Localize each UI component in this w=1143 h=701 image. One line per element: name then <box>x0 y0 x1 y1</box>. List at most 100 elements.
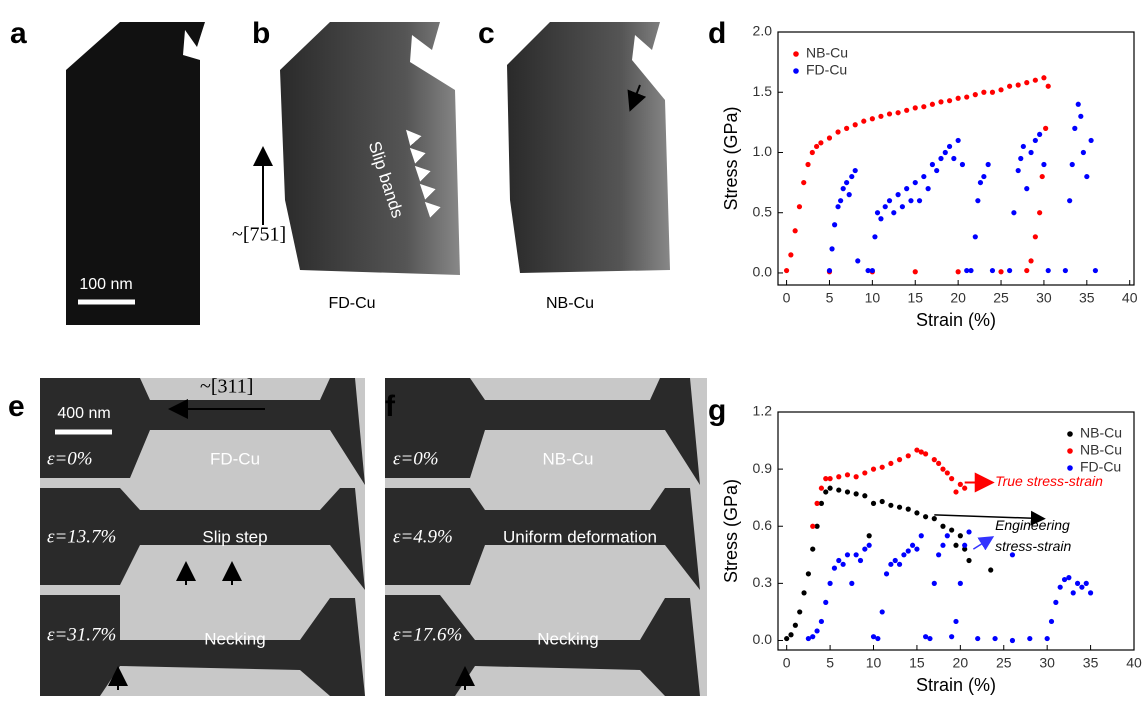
micrograph-e <box>40 378 365 696</box>
data-point <box>934 167 940 174</box>
data-point <box>1024 80 1030 86</box>
data-point <box>998 269 1004 275</box>
data-point <box>818 485 825 491</box>
data-point <box>929 161 936 168</box>
data-point <box>1062 267 1068 274</box>
data-point <box>949 634 955 640</box>
data-point <box>1028 258 1034 264</box>
data-point <box>878 216 884 222</box>
data-point <box>869 267 875 274</box>
data-point <box>936 552 942 558</box>
x-tick-label: 5 <box>826 290 834 306</box>
legend-marker <box>1067 465 1073 471</box>
data-point <box>1007 267 1013 274</box>
data-point <box>846 192 852 198</box>
legend-marker <box>1067 448 1073 454</box>
data-point <box>853 474 859 480</box>
data-point <box>823 476 829 482</box>
data-point <box>912 105 918 111</box>
data-point <box>1027 635 1033 642</box>
data-point <box>914 447 920 453</box>
data-point <box>923 514 929 520</box>
data-point <box>949 527 955 533</box>
data-point <box>814 628 820 634</box>
y-axis-title: Stress (GPa) <box>721 479 741 583</box>
data-point <box>788 252 794 258</box>
data-point <box>1048 618 1055 625</box>
state-label: Necking <box>537 629 598 648</box>
data-point <box>1020 143 1026 150</box>
legend-label: NB-Cu <box>806 45 848 61</box>
strain-label: ε=0% <box>47 448 93 469</box>
data-point <box>844 472 851 478</box>
y-tick-label: 0.9 <box>753 460 773 476</box>
y-axis-title: Stress (GPa) <box>721 106 741 210</box>
data-point <box>989 267 996 274</box>
data-point <box>942 149 948 156</box>
data-point <box>818 500 825 506</box>
data-point <box>972 92 978 98</box>
x-tick-label: 0 <box>783 290 791 306</box>
data-point <box>827 485 833 491</box>
caption: NB-Cu <box>546 295 594 312</box>
micrograph-b <box>280 22 460 275</box>
data-point <box>929 101 936 107</box>
data-point <box>888 561 894 567</box>
data-point <box>989 89 996 95</box>
data-point <box>1037 210 1043 216</box>
data-point <box>823 489 829 495</box>
data-point <box>809 149 815 156</box>
data-point <box>905 506 911 512</box>
data-point <box>1080 149 1086 156</box>
micrograph-a <box>66 22 273 325</box>
annotation: Engineering <box>995 517 1070 533</box>
data-point <box>985 161 991 168</box>
legend-marker <box>1067 431 1073 437</box>
data-point <box>823 599 829 606</box>
x-tick-label: 30 <box>1039 655 1055 671</box>
x-tick-label: 10 <box>865 290 881 306</box>
legend-marker <box>793 68 799 74</box>
caption: FD-Cu <box>328 295 375 312</box>
data-point <box>801 179 807 186</box>
data-point <box>957 481 963 487</box>
data-point <box>862 546 868 552</box>
data-point <box>1074 580 1081 586</box>
data-point <box>904 186 910 192</box>
data-point <box>896 457 903 463</box>
data-point <box>1041 75 1047 81</box>
data-point <box>827 476 833 482</box>
data-point <box>918 449 924 455</box>
data-point <box>927 635 933 642</box>
panel-label: a <box>10 17 27 50</box>
data-point <box>886 111 893 117</box>
data-point <box>1057 584 1063 590</box>
data-point <box>865 267 871 274</box>
data-point <box>962 542 968 548</box>
data-point <box>944 470 950 476</box>
data-point <box>1032 137 1038 144</box>
data-point <box>810 523 816 529</box>
data-point <box>874 210 881 216</box>
data-point <box>975 198 981 204</box>
data-point <box>826 135 833 141</box>
data-point <box>914 510 920 516</box>
data-point <box>886 198 893 204</box>
data-point <box>953 618 959 625</box>
micrograph-c <box>507 22 670 273</box>
data-point <box>1045 267 1051 274</box>
data-point <box>888 460 894 467</box>
x-axis-title: Strain (%) <box>916 310 996 330</box>
data-point <box>938 155 944 162</box>
data-point <box>914 546 920 552</box>
data-point <box>1088 137 1094 144</box>
data-point <box>931 580 937 586</box>
plot-frame <box>777 31 1135 286</box>
data-point <box>857 557 864 564</box>
data-point <box>826 267 833 274</box>
x-tick-label: 20 <box>953 655 969 671</box>
x-axis-title: Strain (%) <box>916 675 996 695</box>
data-point <box>814 143 820 150</box>
data-point <box>836 557 842 564</box>
data-point <box>852 122 858 128</box>
